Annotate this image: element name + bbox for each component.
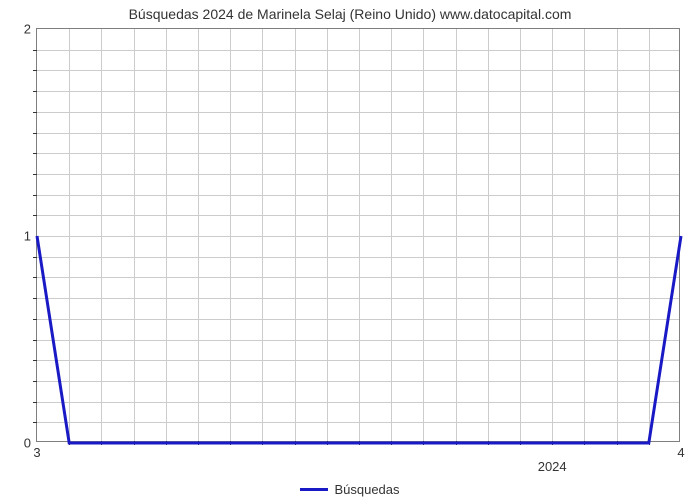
x-axis-label: 3: [33, 441, 40, 460]
plot-area: 012342024: [36, 28, 680, 442]
series-line: [37, 29, 681, 443]
chart-title: Búsquedas 2024 de Marinela Selaj (Reino …: [0, 6, 700, 22]
line-chart: Búsquedas 2024 de Marinela Selaj (Reino …: [0, 0, 700, 500]
legend-item: Búsquedas: [300, 482, 399, 497]
legend: Búsquedas: [0, 478, 700, 497]
x-axis-label: 4: [677, 441, 684, 460]
y-axis-label: 2: [24, 22, 37, 37]
legend-swatch: [300, 488, 328, 491]
x-axis-label-year: 2024: [538, 441, 567, 474]
legend-label: Búsquedas: [334, 482, 399, 497]
y-axis-label: 1: [24, 229, 37, 244]
